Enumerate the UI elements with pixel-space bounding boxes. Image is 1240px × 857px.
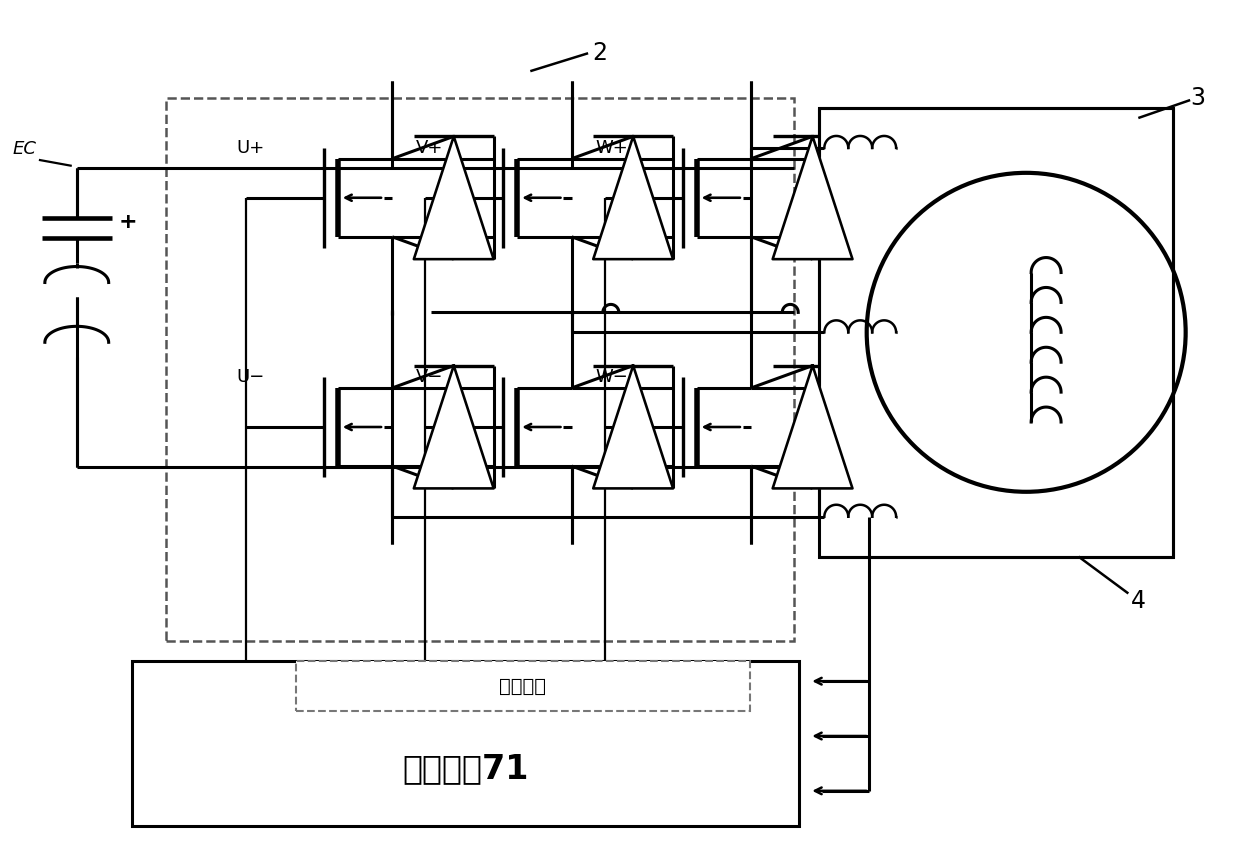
Text: 2: 2 — [593, 41, 608, 65]
FancyBboxPatch shape — [820, 108, 1173, 556]
FancyBboxPatch shape — [296, 662, 749, 711]
Text: U+: U+ — [237, 139, 264, 157]
Polygon shape — [593, 366, 673, 488]
Text: 驱动信号: 驱动信号 — [500, 677, 547, 696]
Text: 3: 3 — [1190, 86, 1205, 110]
Text: U−: U− — [237, 369, 264, 387]
Polygon shape — [593, 136, 673, 259]
Text: V−: V− — [415, 369, 443, 387]
Polygon shape — [773, 136, 852, 259]
Polygon shape — [773, 366, 852, 488]
Text: 4: 4 — [1131, 590, 1146, 614]
FancyBboxPatch shape — [131, 662, 800, 825]
Polygon shape — [414, 136, 494, 259]
Text: W+: W+ — [595, 139, 627, 157]
Text: +: + — [119, 212, 138, 231]
Text: EC: EC — [12, 140, 37, 158]
Text: W−: W− — [595, 369, 627, 387]
Polygon shape — [414, 366, 494, 488]
Text: V+: V+ — [415, 139, 443, 157]
Text: 控制芯片71: 控制芯片71 — [402, 752, 528, 785]
